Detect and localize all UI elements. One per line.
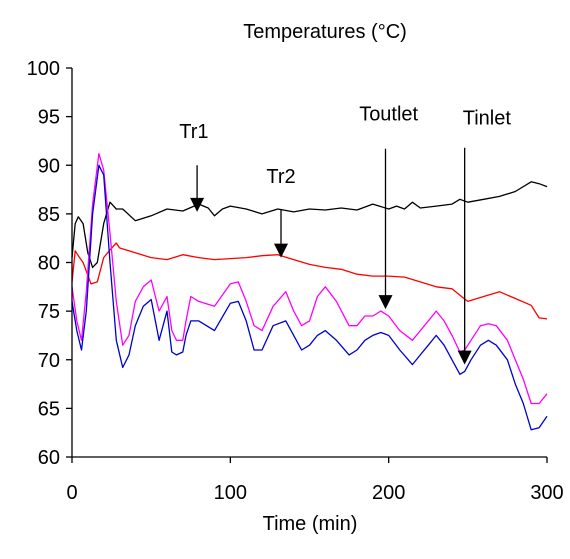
annotation-arrowhead-toutlet	[378, 295, 393, 310]
y-tick-label: 70	[38, 350, 60, 372]
x-tick-label: 300	[530, 482, 563, 504]
series-line-2	[71, 242, 548, 320]
series-line-1	[71, 181, 548, 269]
annotation-label-tr2: Tr2	[266, 166, 295, 188]
x-tick-label: 200	[372, 482, 405, 504]
annotation-label-tinlet: Tinlet	[463, 107, 512, 129]
y-tick-label: 60	[38, 447, 60, 469]
y-tick-label: 90	[38, 155, 60, 177]
x-axis-label: Time (min)	[263, 513, 358, 535]
annotation-arrowhead-tinlet	[457, 350, 472, 365]
x-tick-label: 100	[214, 482, 247, 504]
y-tick-label: 75	[38, 301, 60, 323]
plot-lines	[71, 152, 548, 431]
series-line-4	[71, 164, 548, 431]
annotation-arrowhead-tr1	[190, 197, 205, 212]
axes: 60 65 70 75 80 85 90 95 100 0 100 200 300	[27, 58, 564, 504]
x-tick-label: 0	[66, 482, 77, 504]
annotation-label-toutlet: Toutlet	[359, 104, 418, 126]
y-tick-label: 80	[38, 253, 60, 275]
y-tick-label: 65	[38, 398, 60, 420]
annotation-arrowhead-tr2	[274, 243, 288, 258]
series-line-3	[71, 152, 548, 405]
annotations: Tr1 Tr2 Toutlet Tinlet	[179, 104, 511, 365]
annotation-label-tr1: Tr1	[179, 121, 208, 143]
y-tick-label: 95	[38, 107, 60, 129]
y-tick-label: 85	[38, 204, 60, 226]
y-tick-label: 100	[27, 58, 60, 80]
chart-title: Temperatures (°C)	[243, 21, 407, 43]
